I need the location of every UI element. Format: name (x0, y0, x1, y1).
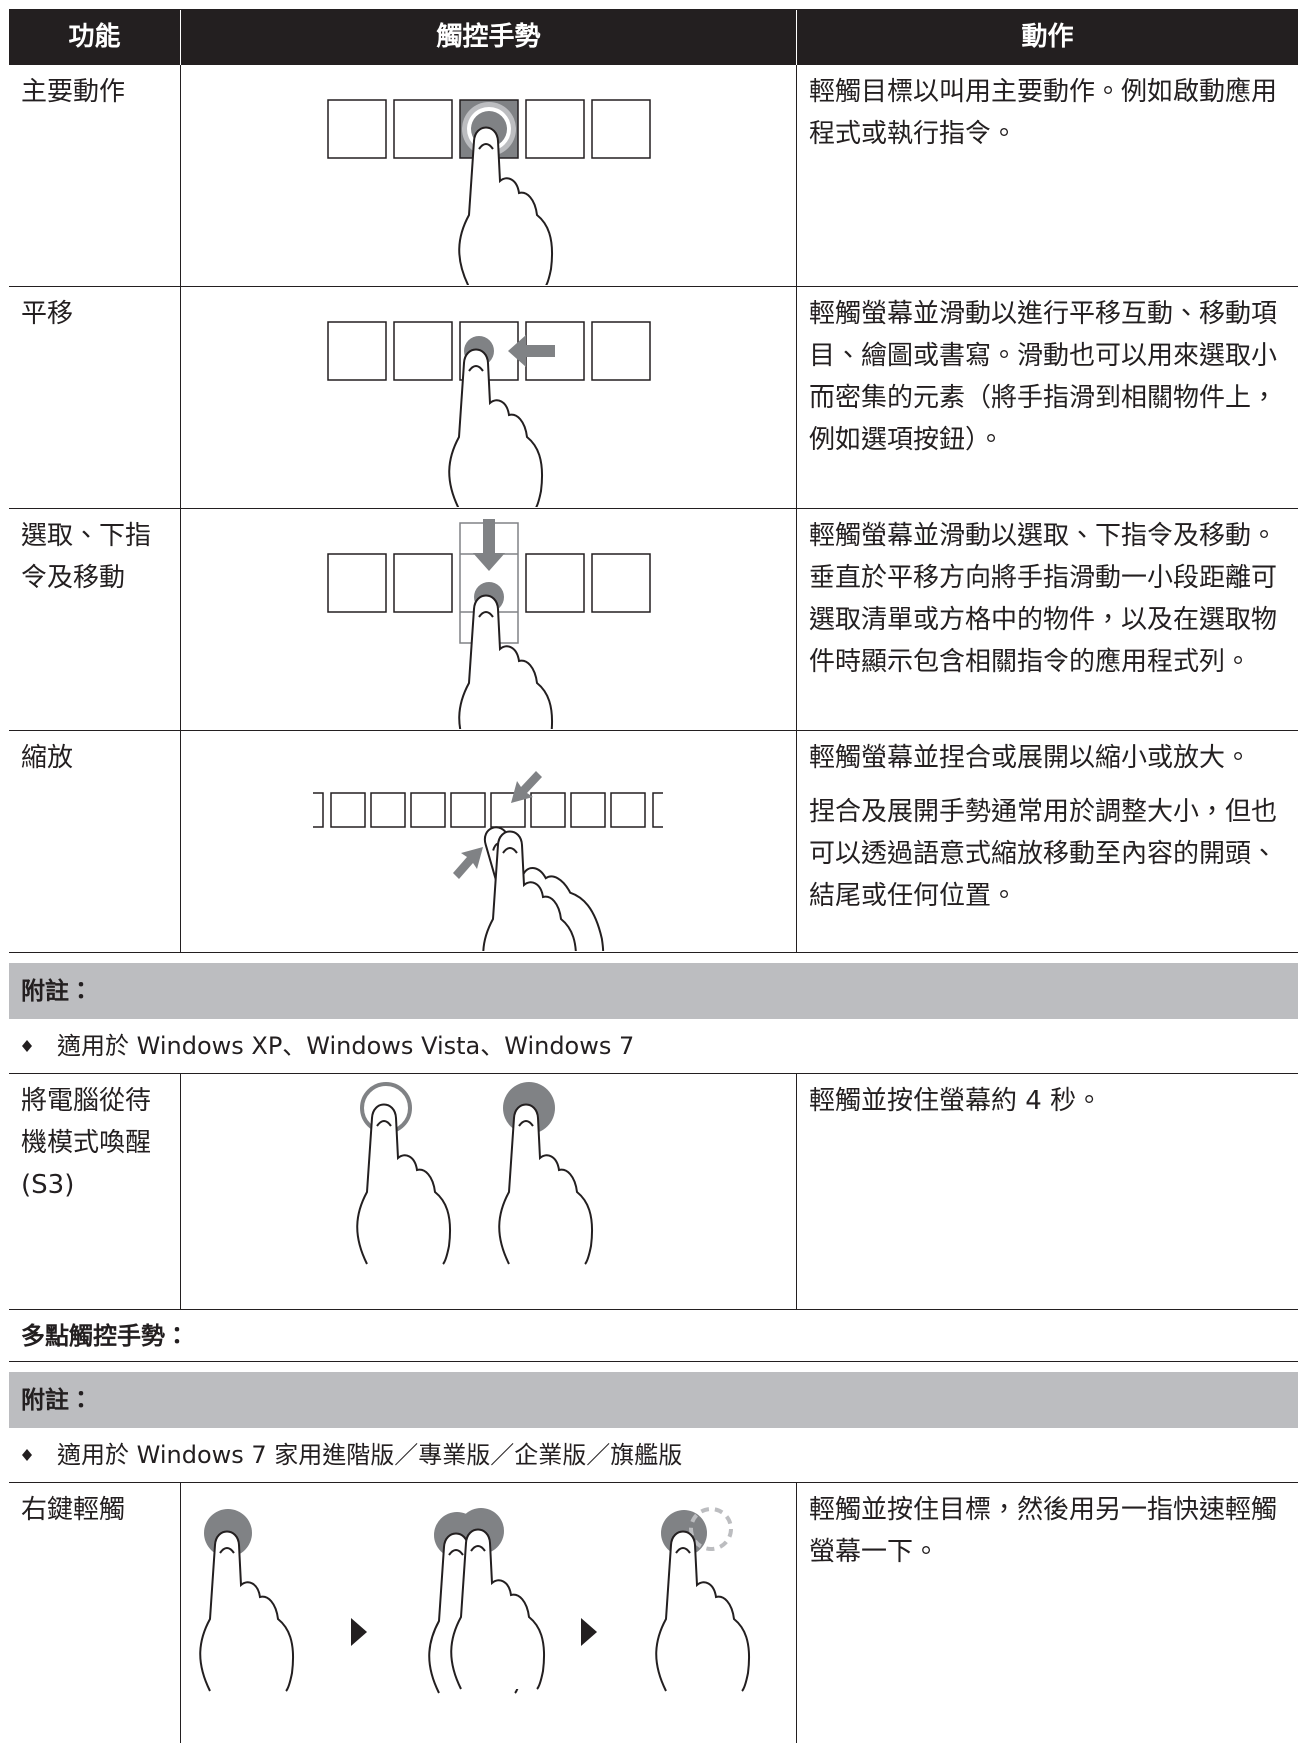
table-row: 右鍵輕觸 輕觸並按住目標，然後用另一指快速輕觸螢幕一下。 (9, 1483, 1298, 1743)
tap-illustration (327, 99, 651, 285)
action: 輕觸螢幕並滑動以進行平移互動、移動項目、繪圖或書寫。滑動也可以用來選取小而密集的… (796, 287, 1298, 508)
bullet (22, 1449, 32, 1461)
note: 適用於 Windows XP、Windows Vista、Windows 7 (9, 1019, 1298, 1074)
action-text: 輕觸並按住目標，然後用另一指快速輕觸螢幕一下。 (809, 1495, 1278, 1567)
header-cell: 功能 (68, 22, 121, 52)
note-text: 適用於 Windows 7 家用進階版／專業版／企業版／旗艦版 (57, 1440, 683, 1469)
function: 右鍵輕觸 (21, 1495, 126, 1525)
table-row: 將電腦從待機模式喚醒(S3) 輕觸並按住螢幕約 4 秒。 (9, 1074, 1298, 1309)
table-row: 縮放 輕觸螢幕並捏合或展開以縮小或放大。 捏合及展開手勢通常用於調整大小，但也可… (9, 730, 1298, 952)
function: 將電腦從待機模式喚醒(S3) (21, 1086, 152, 1200)
action: 輕觸螢幕並滑動以選取、下指令及移動。垂直於平移方向將手指滑動一小段距離可選取清單… (796, 509, 1298, 730)
action-text: 輕觸螢幕並滑動以進行平移互動、移動項目、繪圖或書寫。滑動也可以用來選取小而密集的… (809, 299, 1278, 455)
action-text: 輕觸目標以叫用主要動作。例如啟動應用程式或執行指令。 (809, 77, 1278, 149)
right-click-illustration (199, 1507, 751, 1694)
gesture-illustration (180, 509, 796, 730)
gesture-illustration (180, 1483, 796, 1743)
action-text: 輕觸螢幕並捏合或展開以縮小或放大。 (809, 743, 1252, 773)
note-title: 附註： (9, 963, 1298, 1019)
action: 輕觸並按住目標，然後用另一指快速輕觸螢幕一下。 (796, 1483, 1298, 1743)
spacer (9, 952, 1298, 963)
function: 縮放 (21, 743, 74, 773)
gesture-illustration (180, 1074, 796, 1309)
gesture-table: 功能 觸控手勢 動作 主要動作 輕觸目標以叫用主要動作。例如啟動應用程式或執行指… (9, 9, 1298, 1743)
header-cell: 動作 (796, 10, 1298, 65)
note-text: 適用於 Windows XP、Windows Vista、Windows 7 (57, 1031, 635, 1060)
action-text: 捏合及展開手勢通常用於調整大小，但也可以透過語意式縮放移動至內容的開頭、結尾或任… (809, 797, 1278, 911)
pan-illustration (327, 321, 651, 507)
action-text: 輕觸並按住螢幕約 4 秒。 (809, 1086, 1103, 1116)
section-title: 多點觸控手勢： (9, 1309, 1298, 1362)
zoom-illustration (313, 771, 663, 951)
gesture-illustration (180, 287, 796, 508)
gesture-illustration (180, 65, 796, 286)
function: 平移 (21, 299, 74, 329)
header-row: 功能 觸控手勢 動作 (9, 9, 1298, 65)
table-row: 平移 輕觸螢幕並滑動以進行平移互動、移動項目、繪圖或書寫。滑動也可以用來選取小而… (9, 286, 1298, 508)
action: 輕觸螢幕並捏合或展開以縮小或放大。 捏合及展開手勢通常用於調整大小，但也可以透過… (796, 731, 1298, 952)
table-row: 主要動作 輕觸目標以叫用主要動作。例如啟動應用程式或執行指令。 (9, 64, 1298, 286)
header-cell: 觸控手勢 (180, 10, 796, 65)
note-title: 附註： (9, 1372, 1298, 1428)
function: 主要動作 (21, 77, 126, 107)
table-row: 選取、下指令及移動 輕觸螢幕並滑動以選取、下指令及移動。垂直於平移方向將手指滑動… (9, 508, 1298, 730)
action: 輕觸並按住螢幕約 4 秒。 (796, 1074, 1298, 1309)
function: 選取、下指令及移動 (21, 521, 152, 593)
note: 適用於 Windows 7 家用進階版／專業版／企業版／旗艦版 (9, 1428, 1298, 1483)
wake-illustration (356, 1082, 594, 1265)
action: 輕觸目標以叫用主要動作。例如啟動應用程式或執行指令。 (796, 65, 1298, 286)
gesture-illustration (180, 731, 796, 952)
select-illustration (327, 519, 651, 729)
action-text: 輕觸螢幕並滑動以選取、下指令及移動。垂直於平移方向將手指滑動一小段距離可選取清單… (809, 521, 1278, 677)
bullet (22, 1040, 32, 1052)
spacer (9, 1362, 1298, 1372)
